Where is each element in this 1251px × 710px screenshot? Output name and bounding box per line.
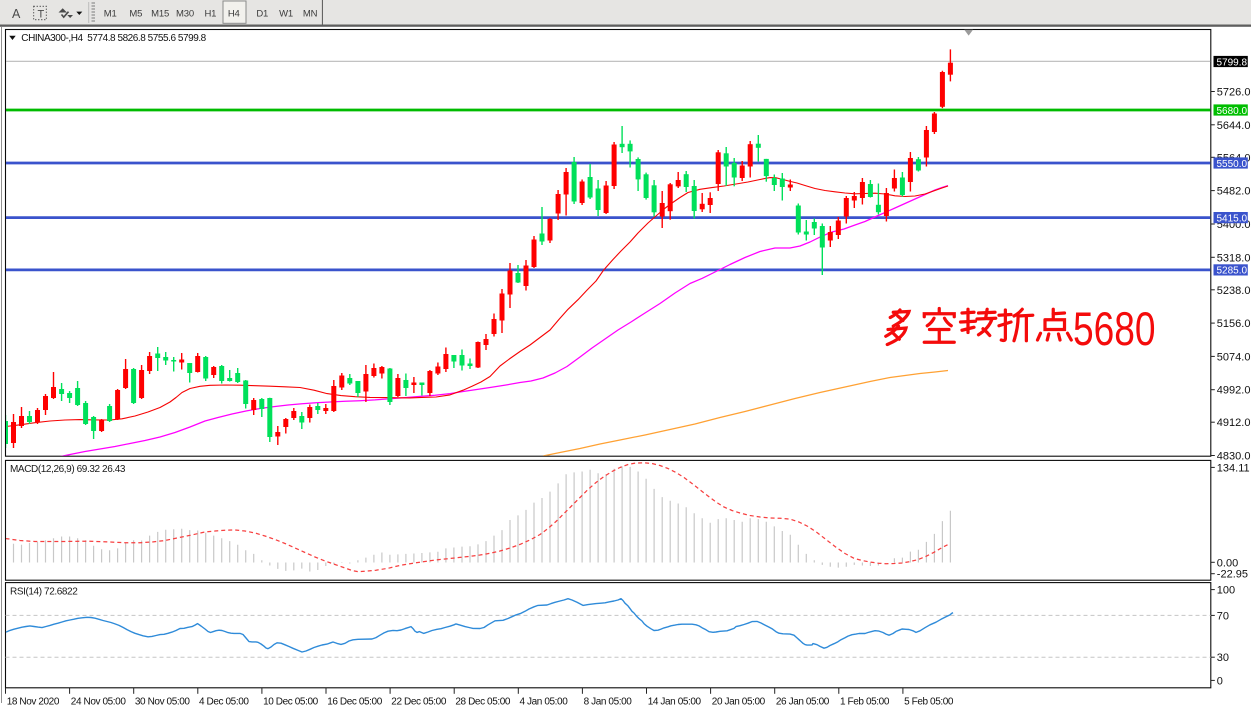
svg-text:5156.0: 5156.0 xyxy=(1217,318,1251,330)
svg-text:5644.0: 5644.0 xyxy=(1217,120,1251,132)
svg-text:24 Nov 05:00: 24 Nov 05:00 xyxy=(71,696,127,707)
svg-text:5 Feb 05:00: 5 Feb 05:00 xyxy=(904,696,954,707)
svg-text:30: 30 xyxy=(1217,652,1229,664)
svg-text:5799.8: 5799.8 xyxy=(1217,57,1248,68)
svg-text:MACD(12,26,9) 69.32 26.43: MACD(12,26,9) 69.32 26.43 xyxy=(10,464,126,475)
svg-text:0: 0 xyxy=(1217,675,1223,687)
svg-text:5482.0: 5482.0 xyxy=(1217,186,1251,198)
svg-text:4992.0: 4992.0 xyxy=(1217,385,1251,397)
svg-text:26 Jan 05:00: 26 Jan 05:00 xyxy=(776,696,830,707)
svg-text:M30: M30 xyxy=(176,9,194,20)
svg-text:MN: MN xyxy=(303,9,318,20)
svg-text:5074.0: 5074.0 xyxy=(1217,351,1251,363)
svg-text:CHINA300-,H4 5774.8 5826.8 57: CHINA300-,H4 5774.8 5826.8 5755.6 5799.8 xyxy=(21,33,206,44)
svg-text:70: 70 xyxy=(1217,610,1229,622)
svg-text:5550.0: 5550.0 xyxy=(1217,159,1248,170)
svg-text:A: A xyxy=(12,7,21,21)
svg-text:10 Dec 05:00: 10 Dec 05:00 xyxy=(263,696,319,707)
svg-text:H1: H1 xyxy=(205,9,217,20)
svg-text:14 Jan 05:00: 14 Jan 05:00 xyxy=(648,696,702,707)
svg-text:20 Jan 05:00: 20 Jan 05:00 xyxy=(712,696,766,707)
svg-text:0.00: 0.00 xyxy=(1217,557,1238,569)
svg-text:18 Nov 2020: 18 Nov 2020 xyxy=(7,696,60,707)
svg-text:134.11: 134.11 xyxy=(1217,462,1250,474)
svg-text:M1: M1 xyxy=(104,9,117,20)
svg-text:30 Nov 05:00: 30 Nov 05:00 xyxy=(135,696,191,707)
svg-text:M5: M5 xyxy=(129,9,142,20)
svg-text:5285.0: 5285.0 xyxy=(1217,266,1248,277)
svg-text:4 Dec 05:00: 4 Dec 05:00 xyxy=(199,696,249,707)
svg-text:4 Jan 05:00: 4 Jan 05:00 xyxy=(520,696,569,707)
svg-text:16 Dec 05:00: 16 Dec 05:00 xyxy=(327,696,383,707)
svg-text:22 Dec 05:00: 22 Dec 05:00 xyxy=(391,696,447,707)
svg-text:H4: H4 xyxy=(228,9,240,20)
svg-text:5318.0: 5318.0 xyxy=(1217,252,1251,264)
svg-text:M15: M15 xyxy=(151,9,169,20)
svg-text:5680: 5680 xyxy=(1073,303,1156,355)
svg-text:-22.95: -22.95 xyxy=(1217,569,1248,581)
svg-text:28 Dec 05:00: 28 Dec 05:00 xyxy=(455,696,511,707)
svg-text:5680.0: 5680.0 xyxy=(1217,106,1248,117)
svg-text:4830.0: 4830.0 xyxy=(1217,451,1251,463)
svg-text:D1: D1 xyxy=(256,9,268,20)
svg-text:4912.0: 4912.0 xyxy=(1217,417,1251,429)
svg-text:5415.0: 5415.0 xyxy=(1217,213,1248,224)
svg-text:8 Jan 05:00: 8 Jan 05:00 xyxy=(584,696,633,707)
svg-text:W1: W1 xyxy=(279,9,293,20)
svg-text:5238.0: 5238.0 xyxy=(1217,285,1251,297)
svg-text:T: T xyxy=(38,8,45,20)
svg-text:5726.0: 5726.0 xyxy=(1217,87,1251,99)
svg-text:RSI(14) 72.6822: RSI(14) 72.6822 xyxy=(10,587,78,598)
svg-text:1 Feb 05:00: 1 Feb 05:00 xyxy=(840,696,890,707)
svg-text:100: 100 xyxy=(1217,585,1235,597)
